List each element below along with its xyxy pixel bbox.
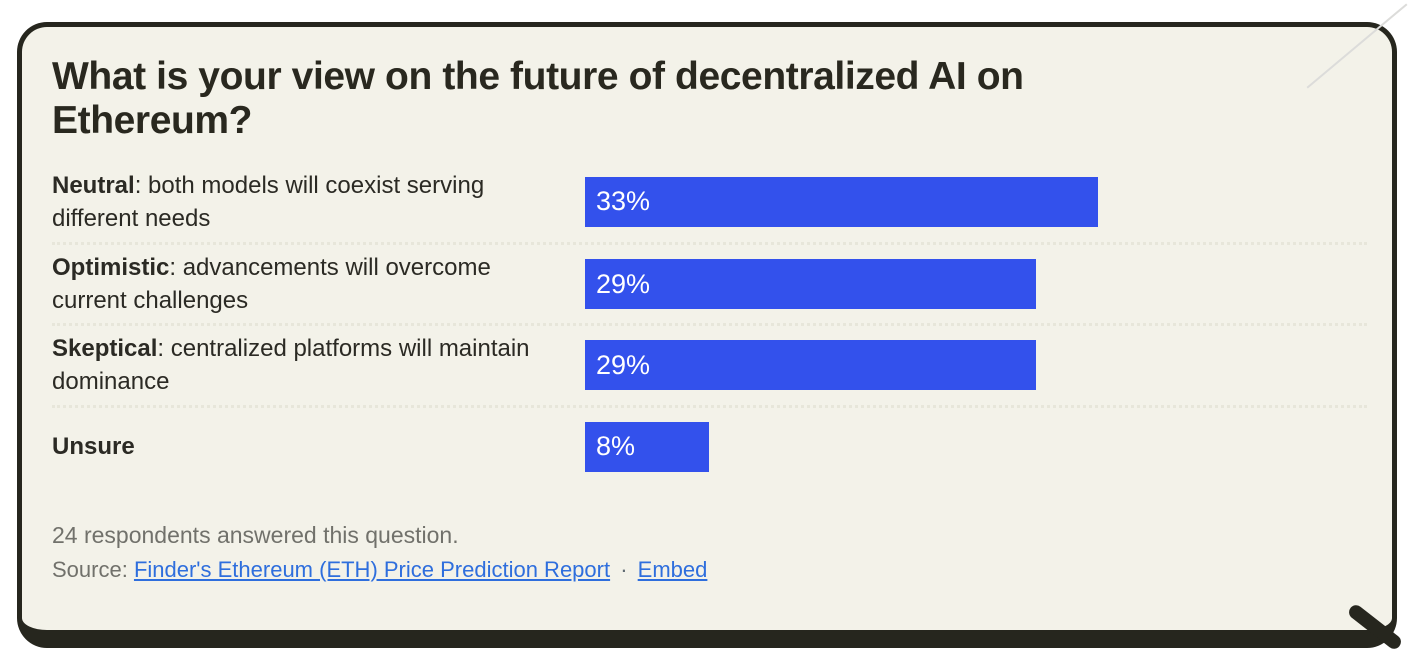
poll-bar-chart: Neutral: both models will coexist servin… — [52, 161, 1367, 485]
bar-cell: 33% — [585, 176, 1367, 227]
respondents-note: 24 respondents answered this question. — [52, 521, 459, 548]
bar-cell: 8% — [585, 421, 1367, 472]
poll-question-title: What is your view on the future of decen… — [52, 55, 1024, 143]
option-bar: 33% — [585, 176, 1098, 227]
source-line: Source: Finder's Ethereum (ETH) Price Pr… — [52, 557, 1368, 583]
option-percentage-label: 29% — [596, 349, 651, 380]
corner-glare-line — [1306, 3, 1408, 89]
poll-footer: 24 respondents answered this question. S… — [52, 522, 1368, 583]
option-percentage-label: 8% — [596, 431, 636, 462]
option-percentage-label: 29% — [596, 268, 651, 299]
poll-card: What is your view on the future of decen… — [17, 3, 1408, 652]
bar-cell: 29% — [585, 259, 1367, 310]
poll-option-row: Optimistic: advancements will overcome c… — [52, 242, 1367, 323]
option-label-keyword: Optimistic — [52, 254, 170, 282]
option-percentage-label: 33% — [596, 186, 651, 217]
option-label: Neutral: both models will coexist servin… — [52, 169, 585, 235]
bar-cell: 29% — [585, 340, 1367, 391]
option-label-keyword: Skeptical — [52, 335, 158, 363]
embed-link[interactable]: Embed — [637, 556, 708, 582]
option-label: Skeptical: centralized platforms will ma… — [52, 332, 585, 398]
poll-option-row: Skeptical: centralized platforms will ma… — [52, 323, 1367, 404]
option-bar: 29% — [585, 340, 1036, 391]
source-prefix: Source: — [52, 556, 128, 582]
option-label: Optimistic: advancements will overcome c… — [52, 251, 585, 317]
option-label-keyword: Neutral — [52, 171, 135, 199]
option-bar: 8% — [585, 421, 709, 472]
option-label-description: : centralized platforms will maintain do… — [52, 335, 530, 396]
option-label-description: : advancements will overcome current cha… — [52, 254, 491, 315]
option-label-keyword: Unsure — [52, 433, 135, 460]
option-label: Unsure — [52, 430, 585, 463]
option-label-description: : both models will coexist serving diffe… — [52, 171, 485, 232]
corner-tail-decoration — [1346, 602, 1404, 652]
poll-option-row: Neutral: both models will coexist servin… — [52, 161, 1367, 242]
source-report-link[interactable]: Finder's Ethereum (ETH) Price Prediction… — [133, 556, 611, 582]
poll-option-row: Unsure 8% — [52, 404, 1367, 486]
option-bar: 29% — [585, 259, 1036, 310]
separator-dot: · — [620, 556, 628, 582]
